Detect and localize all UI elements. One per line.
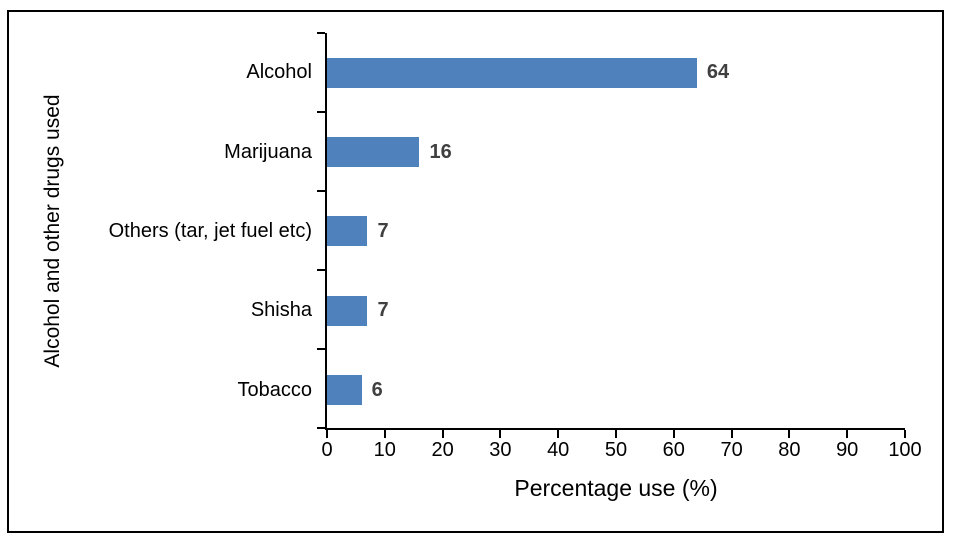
bar-tobacco <box>327 375 362 406</box>
y-tick-mark <box>317 111 325 113</box>
category-label-alcohol: Alcohol <box>246 61 312 84</box>
bar-shisha <box>327 295 368 326</box>
x-tick-label: 40 <box>547 439 570 461</box>
x-tick-mark <box>788 430 791 438</box>
chart-row-tobacco: Tobacco 6 <box>238 351 905 430</box>
y-tick-mark <box>317 348 325 350</box>
bar-alcohol <box>327 57 697 88</box>
x-tick-label: 80 <box>778 439 801 461</box>
x-tick-label: 20 <box>431 439 454 461</box>
x-tick-label: 30 <box>489 439 512 461</box>
x-tick-label: 10 <box>373 439 396 461</box>
x-tick-label: 0 <box>321 439 333 461</box>
y-tick-mark <box>317 190 325 192</box>
chart-frame: Alcohol and other drugs used Alcohol 64 … <box>7 10 944 533</box>
y-tick-mark <box>317 269 325 271</box>
value-label-others: 7 <box>377 219 389 242</box>
value-label-tobacco: 6 <box>371 378 383 401</box>
x-tick-label: 70 <box>720 439 743 461</box>
value-label-alcohol: 64 <box>706 61 730 84</box>
y-axis-title: Alcohol and other drugs used <box>41 94 64 368</box>
x-tick-mark <box>326 430 328 438</box>
x-tick-mark <box>499 430 502 438</box>
x-tick-mark <box>846 430 849 438</box>
x-tick-mark <box>730 430 733 438</box>
category-label-marijuana: Marijuana <box>224 140 312 163</box>
x-tick-mark <box>557 430 560 438</box>
category-label-others: Others (tar, jet fuel etc) <box>108 219 312 242</box>
x-tick-label: 60 <box>662 439 685 461</box>
plot-area: Alcohol 64 Marijuana 16 Others (tar, jet… <box>109 32 922 501</box>
value-label-marijuana: 16 <box>429 140 452 163</box>
category-label-tobacco: Tobacco <box>237 378 313 401</box>
x-axis-title: Percentage use (%) <box>514 475 718 501</box>
y-tick-mark <box>317 32 325 34</box>
x-tick-mark <box>672 430 675 438</box>
x-tick-label: 90 <box>836 439 859 461</box>
category-label-shisha: Shisha <box>250 299 312 322</box>
chart-row-others: Others (tar, jet fuel etc) 7 <box>109 192 905 271</box>
bar-others <box>327 216 368 247</box>
chart-row-shisha: Shisha 7 <box>251 271 905 350</box>
y-tick-mark <box>317 427 325 429</box>
bar-marijuana <box>327 137 420 168</box>
x-tick-mark <box>615 430 617 438</box>
x-tick-label: 50 <box>604 439 628 461</box>
chart-row-marijuana: Marijuana 16 <box>224 112 905 191</box>
value-label-shisha: 7 <box>377 299 389 322</box>
x-tick-label: 100 <box>888 439 922 461</box>
x-tick-mark <box>383 430 386 438</box>
chart-row-alcohol: Alcohol 64 <box>246 33 905 112</box>
x-tick-mark <box>904 430 906 438</box>
x-tick-mark <box>441 430 444 438</box>
